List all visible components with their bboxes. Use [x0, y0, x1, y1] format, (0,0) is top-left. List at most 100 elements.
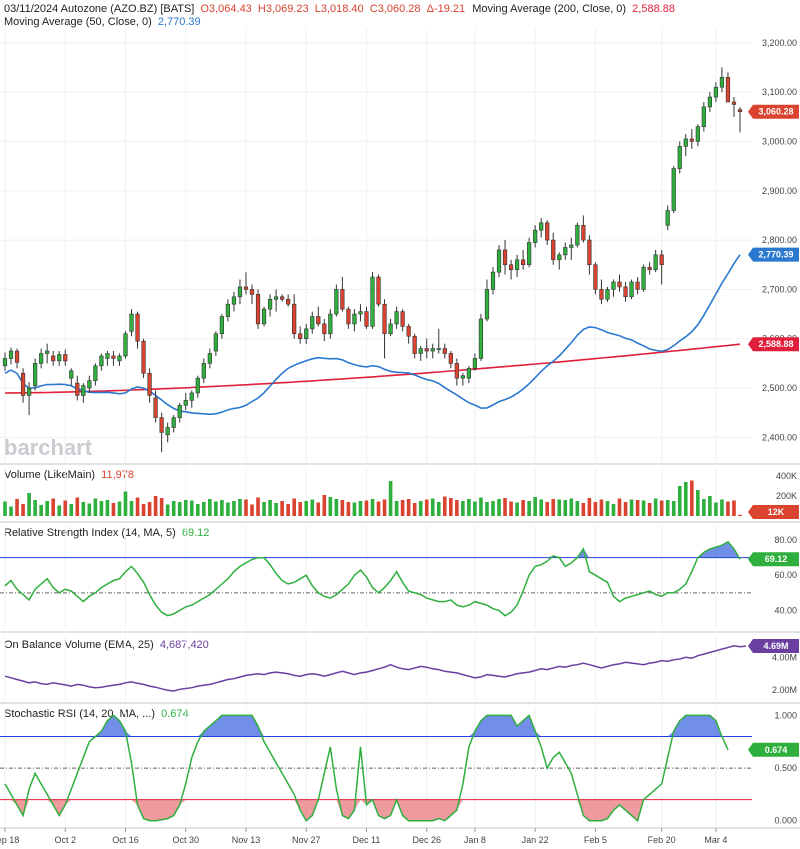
- candle-body-71: [430, 348, 435, 352]
- candle-body-74: [448, 353, 453, 364]
- volume-bar-110: [665, 500, 670, 516]
- volume-bar-54: [328, 497, 333, 516]
- volume-bar-96: [581, 503, 586, 516]
- stoch-last-tag: 0.674: [765, 745, 788, 755]
- volume-bar-27: [165, 504, 170, 516]
- candle-body-76: [460, 375, 465, 379]
- candle-body-68: [412, 335, 417, 354]
- candle-body-57: [346, 308, 351, 325]
- candle-body-6: [39, 353, 44, 364]
- stochrsi-value: 0.674: [161, 708, 189, 720]
- candle-body-51: [310, 316, 315, 330]
- rsi-y-tick-0: 40.00: [774, 605, 797, 615]
- obv-title: On Balance Volume (EMA, 25): [4, 639, 154, 651]
- volume-bar-8: [51, 498, 56, 516]
- candle-body-3: [20, 372, 26, 396]
- volume-bar-89: [539, 499, 543, 516]
- symbol-title: 03/11/2024 Autozone (AZO.BZ) [BATS]: [4, 3, 194, 15]
- volume-bar-30: [183, 500, 188, 516]
- candle-body-83: [502, 249, 508, 266]
- volume-bar-78: [473, 501, 477, 516]
- volume-bar-7: [45, 501, 49, 516]
- volume-bar-3: [21, 504, 25, 516]
- x-tick-label-10: Feb 5: [584, 835, 607, 845]
- volume-bar-25: [153, 496, 158, 516]
- volume-bar-76: [461, 501, 465, 516]
- volume-bar-99: [599, 499, 604, 516]
- volume-bar-103: [623, 502, 628, 516]
- volume-bar-73: [442, 496, 447, 516]
- volume-bar-10: [63, 500, 68, 516]
- candle-body-46: [280, 296, 285, 300]
- candle-body-120: [725, 77, 731, 103]
- candle-body-56: [340, 289, 345, 310]
- candle-body-103: [623, 286, 628, 298]
- volume-bar-20: [123, 491, 128, 516]
- price-y-tick-4: 2,800.00: [762, 235, 797, 245]
- volume-bar-84: [509, 501, 513, 516]
- ma50-line: [4, 254, 741, 416]
- candle-body-55: [334, 289, 339, 315]
- rsi-value: 69.12: [182, 527, 210, 539]
- obv-last-tag: 4.69M: [763, 641, 788, 651]
- candle-body-90: [545, 222, 550, 241]
- volume-bar-17: [105, 500, 110, 516]
- ma50-value: 2,770.39: [158, 16, 201, 28]
- volume-bar-87: [527, 501, 531, 516]
- candle-body-50: [304, 328, 309, 340]
- candle-body-34: [207, 353, 212, 364]
- candle-body-101: [611, 281, 616, 290]
- volume-bar-116: [702, 499, 706, 516]
- ma50-tag-bg: [748, 247, 799, 262]
- candle-body-32: [195, 377, 200, 394]
- ohlc-low-value: 3,018.40: [321, 3, 364, 15]
- candle-body-35: [213, 333, 218, 352]
- last-close-tag: 3,060.28: [758, 107, 793, 117]
- volume-bar-0: [3, 501, 7, 516]
- volume-bar-68: [412, 503, 417, 516]
- candle-body-99: [599, 289, 604, 300]
- candle-body-38: [231, 296, 237, 305]
- volume-bar-94: [569, 498, 574, 516]
- volume-bar-24: [147, 502, 152, 516]
- candle-body-21: [129, 313, 134, 332]
- candle-body-106: [641, 266, 646, 290]
- candle-body-94: [569, 244, 574, 248]
- stoch-y-tick-1: 0.500: [774, 763, 797, 773]
- candle-body-122: [737, 109, 743, 113]
- chart-header-line-1: 03/11/2024 Autozone (AZO.BZ) [BATS] O3,0…: [4, 3, 675, 15]
- ohlc-high-value: 3,069.23: [266, 3, 309, 15]
- candle-body-110: [665, 210, 670, 226]
- candle-body-82: [496, 249, 502, 273]
- volume-bar-56: [340, 500, 345, 516]
- candle-body-97: [587, 239, 592, 266]
- volume-bar-71: [430, 498, 435, 516]
- candle-body-16: [99, 355, 104, 367]
- volume-bar-69: [418, 501, 423, 516]
- candle-body-77: [466, 367, 472, 379]
- volume-bar-79: [479, 497, 483, 516]
- candle-body-18: [111, 355, 116, 359]
- volume-bar-59: [358, 501, 363, 516]
- candle-body-105: [635, 281, 640, 290]
- volume-bar-49: [298, 502, 303, 516]
- candle-body-26: [159, 417, 164, 433]
- volume-bar-122: [738, 514, 742, 516]
- x-tick-label-3: Oct 30: [172, 835, 199, 845]
- volume-bar-67: [406, 499, 411, 516]
- rsi-panel-title: Relative Strength Index (14, MA, 5) 69.1…: [4, 527, 209, 539]
- volume-bar-40: [244, 499, 248, 516]
- candle-body-65: [394, 311, 399, 325]
- volume-bar-42: [256, 497, 260, 516]
- volume-last-tag: 12K: [768, 507, 785, 517]
- volume-bar-111: [671, 501, 676, 516]
- volume-bar-106: [641, 500, 646, 516]
- price-y-tick-8: 3,200.00: [762, 38, 797, 48]
- candle-body-41: [249, 289, 255, 295]
- volume-bar-13: [81, 502, 86, 516]
- candle-body-98: [593, 264, 598, 290]
- candle-body-10: [63, 354, 68, 362]
- candle-body-54: [328, 313, 333, 335]
- volume-bar-119: [720, 499, 724, 516]
- volume-bar-64: [388, 481, 393, 516]
